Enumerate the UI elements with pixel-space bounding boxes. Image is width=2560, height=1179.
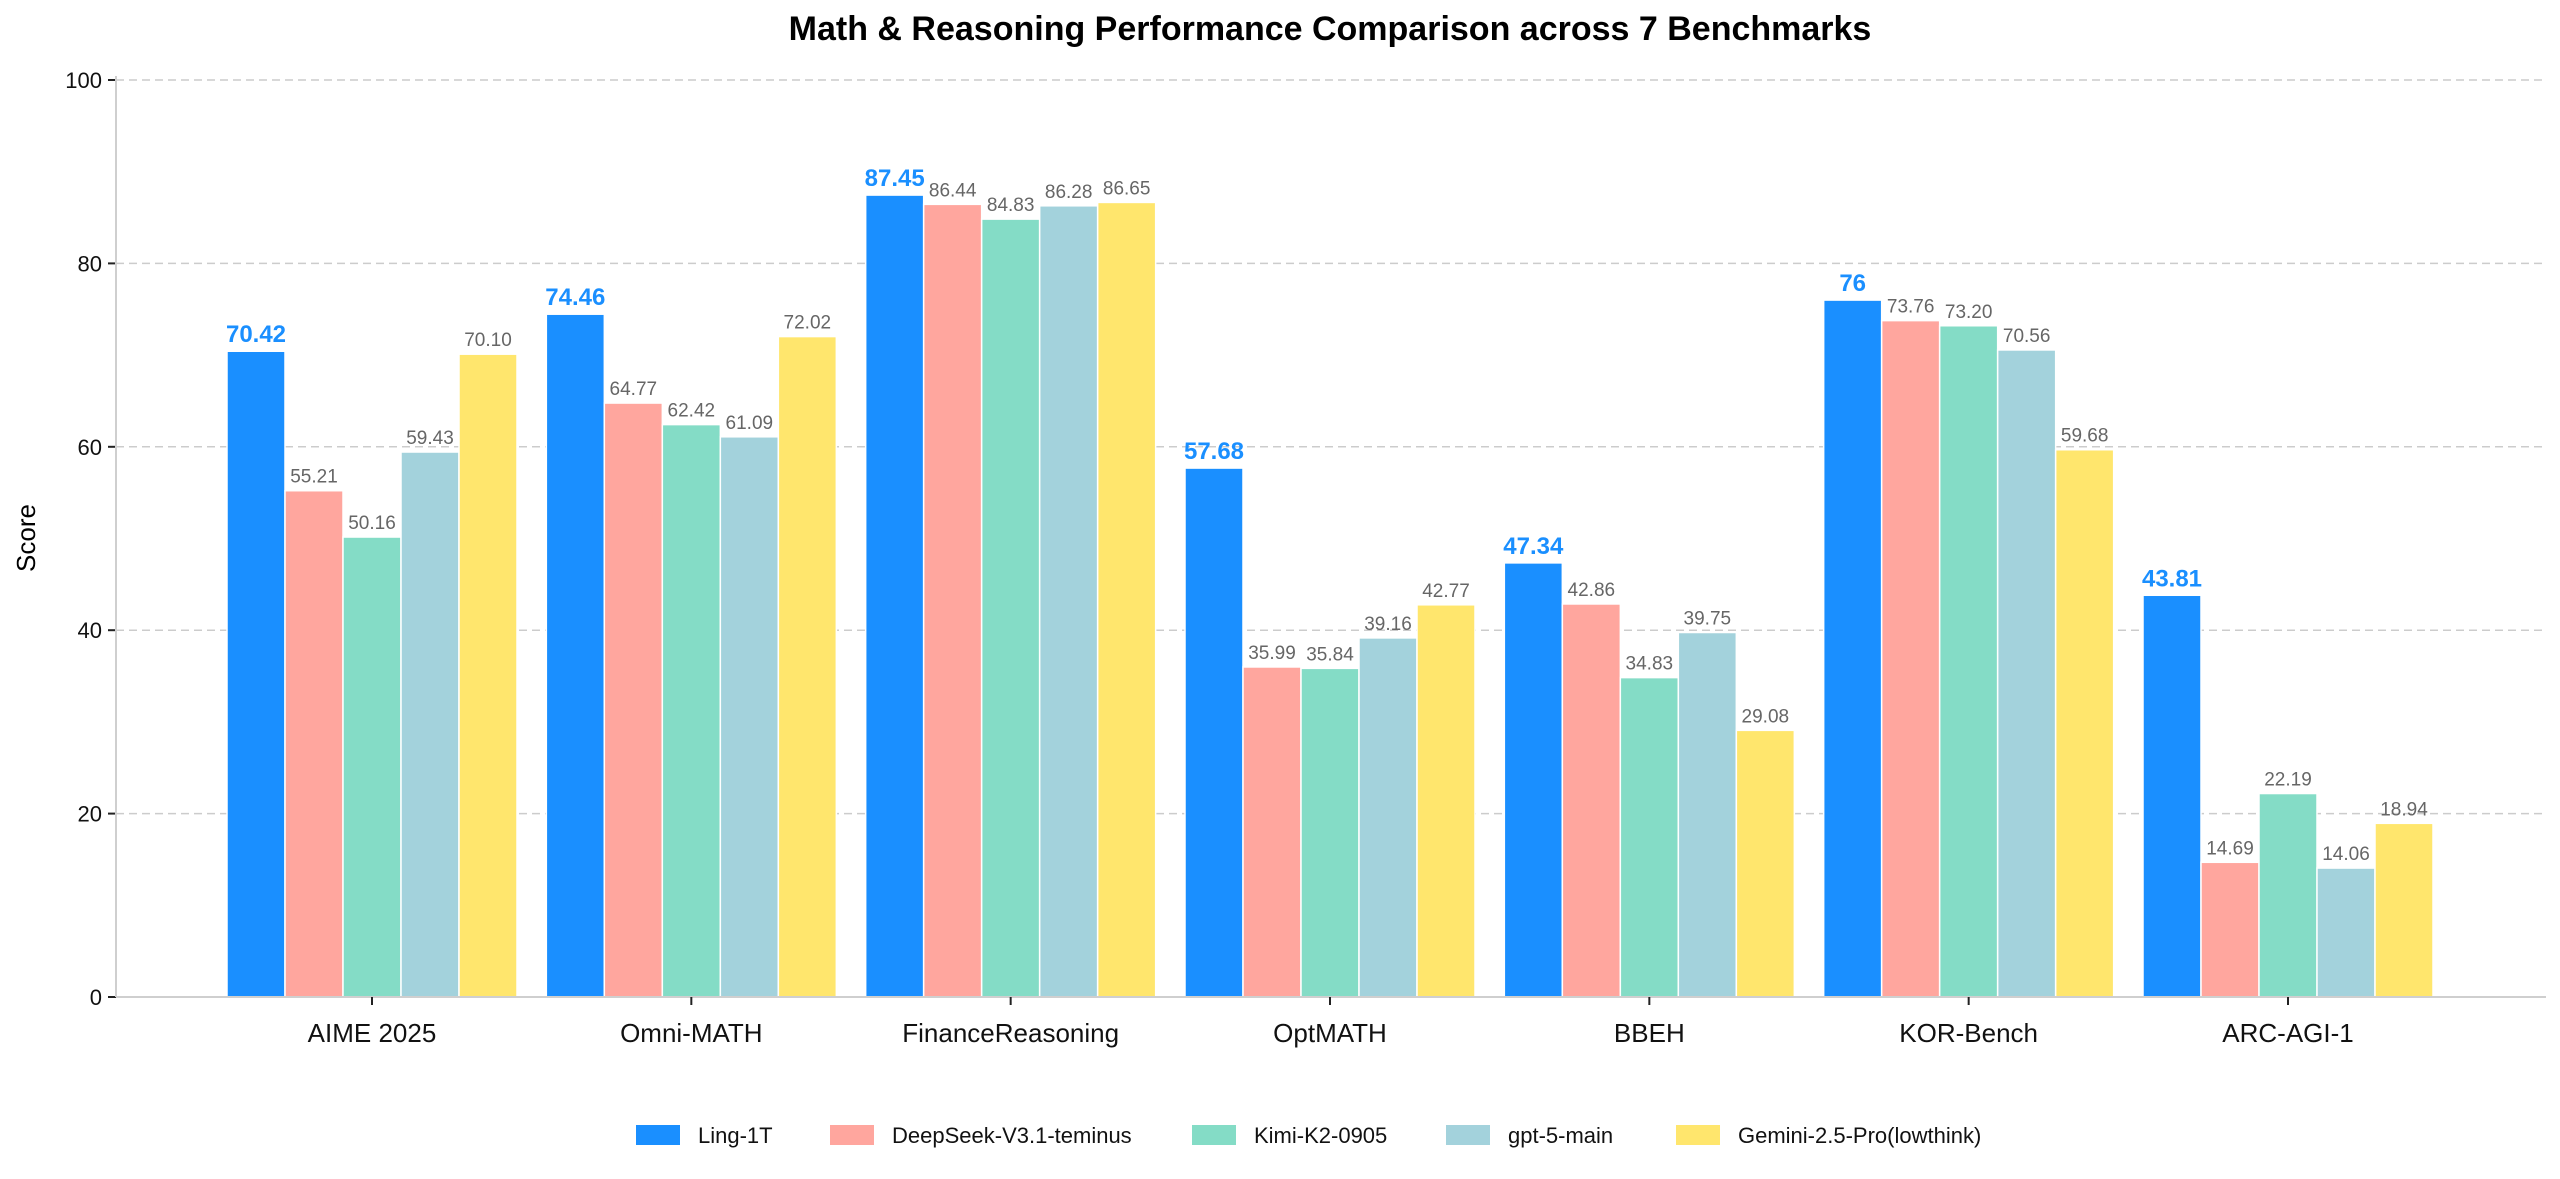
data-label: 55.21 [290, 467, 338, 488]
data-label: 50.16 [348, 513, 396, 534]
data-label: 64.77 [610, 379, 658, 400]
data-label: 70.10 [464, 330, 512, 351]
legend-label: DeepSeek-V3.1-teminus [892, 1123, 1132, 1148]
bar-kimi-k2-0905 [342, 536, 402, 998]
bar-ling-1t [1822, 299, 1883, 998]
x-tick-label: KOR-Bench [1899, 1018, 2038, 1048]
data-label: 74.46 [545, 284, 605, 311]
data-label: 84.83 [987, 195, 1035, 216]
data-label: 70.56 [2003, 326, 2051, 347]
bar-gpt-5-main [400, 451, 460, 998]
data-label: 76 [1839, 270, 1866, 297]
bar-gemini-2-5-pro-lowthink- [1096, 201, 1157, 998]
data-label: 42.77 [1422, 581, 1470, 602]
y-axis-label: Score [11, 504, 41, 572]
legend-swatch [830, 1125, 874, 1145]
x-tick-label: ARC-AGI-1 [2222, 1018, 2353, 1048]
bar-kimi-k2-0905 [1619, 676, 1680, 998]
data-label: 42.86 [1568, 580, 1616, 601]
bar-gpt-5-main [2316, 867, 2376, 998]
legend-swatch [1676, 1125, 1720, 1145]
y-tick-label: 60 [78, 435, 102, 460]
data-label: 73.20 [1945, 302, 1993, 323]
data-label: 61.09 [726, 413, 774, 434]
data-label: 43.81 [2142, 565, 2202, 592]
x-tick-label: FinanceReasoning [902, 1018, 1119, 1048]
x-tick-label: BBEH [1614, 1018, 1685, 1048]
bar-gpt-5-main [1038, 205, 1099, 998]
data-label: 29.08 [1742, 706, 1790, 727]
data-label: 73.76 [1887, 297, 1935, 318]
bar-ling-1t [1503, 562, 1564, 998]
data-label: 59.68 [2061, 426, 2109, 447]
bar-kimi-k2-0905 [1300, 667, 1360, 998]
bar-gpt-5-main [1358, 637, 1418, 998]
bar-kimi-k2-0905 [661, 423, 722, 998]
bar-ling-1t [226, 350, 286, 998]
data-label: 86.44 [929, 180, 977, 201]
data-label: 39.75 [1684, 608, 1732, 629]
bar-kimi-k2-0905 [980, 218, 1041, 998]
axes: 0 20 40 60 80 100 AIME 2025 Omni-MATH FinanceRea… [65, 68, 2546, 1048]
legend-swatch [1192, 1125, 1236, 1145]
bar-deepseek-v3-1-teminus [284, 489, 344, 998]
legend-label: gpt-5-main [1508, 1123, 1613, 1148]
bar-ling-1t [545, 313, 606, 998]
y-tick-label: 40 [78, 618, 102, 643]
data-label: 34.83 [1626, 654, 1674, 675]
x-tick-label: OptMATH [1273, 1018, 1387, 1048]
legend-swatch [1446, 1125, 1490, 1145]
bar-kimi-k2-0905 [1938, 325, 1999, 998]
bar-deepseek-v3-1-teminus [1561, 603, 1622, 998]
data-label: 72.02 [784, 313, 832, 334]
x-tick-label: Omni-MATH [620, 1018, 763, 1048]
bar-gpt-5-main [1996, 349, 2057, 998]
data-label: 87.45 [865, 165, 925, 192]
data-label: 39.16 [1364, 614, 1412, 635]
x-tick-label: AIME 2025 [308, 1018, 437, 1048]
data-label: 18.94 [2380, 799, 2428, 820]
bar-gpt-5-main [1677, 631, 1738, 998]
legend-label: Kimi-K2-0905 [1254, 1123, 1387, 1148]
data-label: 35.99 [1248, 643, 1296, 664]
bar-kimi-k2-0905 [2258, 792, 2318, 998]
y-tick-label: 0 [90, 985, 102, 1010]
data-label: 22.19 [2264, 770, 2312, 791]
data-label: 57.68 [1184, 438, 1244, 465]
y-tick-label: 80 [78, 251, 102, 276]
bar-deepseek-v3-1-teminus [1880, 319, 1941, 998]
data-label: 35.84 [1306, 644, 1354, 665]
data-label: 59.43 [406, 428, 454, 449]
data-label: 14.69 [2206, 838, 2254, 859]
data-label: 62.42 [668, 401, 716, 422]
legend-label: Gemini-2.5-Pro(lowthink) [1738, 1123, 1981, 1148]
data-label: 14.06 [2322, 844, 2370, 865]
bar-deepseek-v3-1-teminus [1242, 666, 1302, 998]
bar-gemini-2-5-pro-lowthink- [777, 335, 838, 998]
bar-ling-1t [1184, 467, 1244, 998]
bar-ling-1t [2142, 594, 2202, 998]
data-label: 86.28 [1045, 182, 1093, 203]
bar-gemini-2-5-pro-lowthink- [458, 353, 518, 998]
legend-label: Ling-1T [698, 1123, 773, 1148]
y-tick-label: 20 [78, 802, 102, 827]
bar-gemini-2-5-pro-lowthink- [1416, 604, 1476, 998]
legend-swatch [636, 1125, 680, 1145]
bar-gemini-2-5-pro-lowthink- [1735, 729, 1796, 998]
data-label: 47.34 [1503, 533, 1564, 560]
bar-gpt-5-main [719, 436, 780, 998]
y-tick-label: 100 [65, 68, 102, 93]
bar-deepseek-v3-1-teminus [603, 402, 664, 998]
data-label: 86.65 [1103, 178, 1151, 199]
bar-gemini-2-5-pro-lowthink- [2374, 822, 2434, 998]
bar-gemini-2-5-pro-lowthink- [2054, 448, 2115, 998]
bar-deepseek-v3-1-teminus [2200, 861, 2260, 998]
bar-ling-1t [864, 194, 925, 998]
legend: Ling-1T DeepSeek-V3.1-teminus Kimi-K2-0905… [636, 1123, 1981, 1148]
chart-title: Math & Reasoning Performance Comparison … [789, 10, 1872, 48]
bar-deepseek-v3-1-teminus [922, 203, 983, 998]
data-label: 70.42 [226, 321, 286, 348]
bars: 70.42 55.21 50.16 59.43 70.10 74.46 64.77 62.42… [226, 165, 2434, 998]
